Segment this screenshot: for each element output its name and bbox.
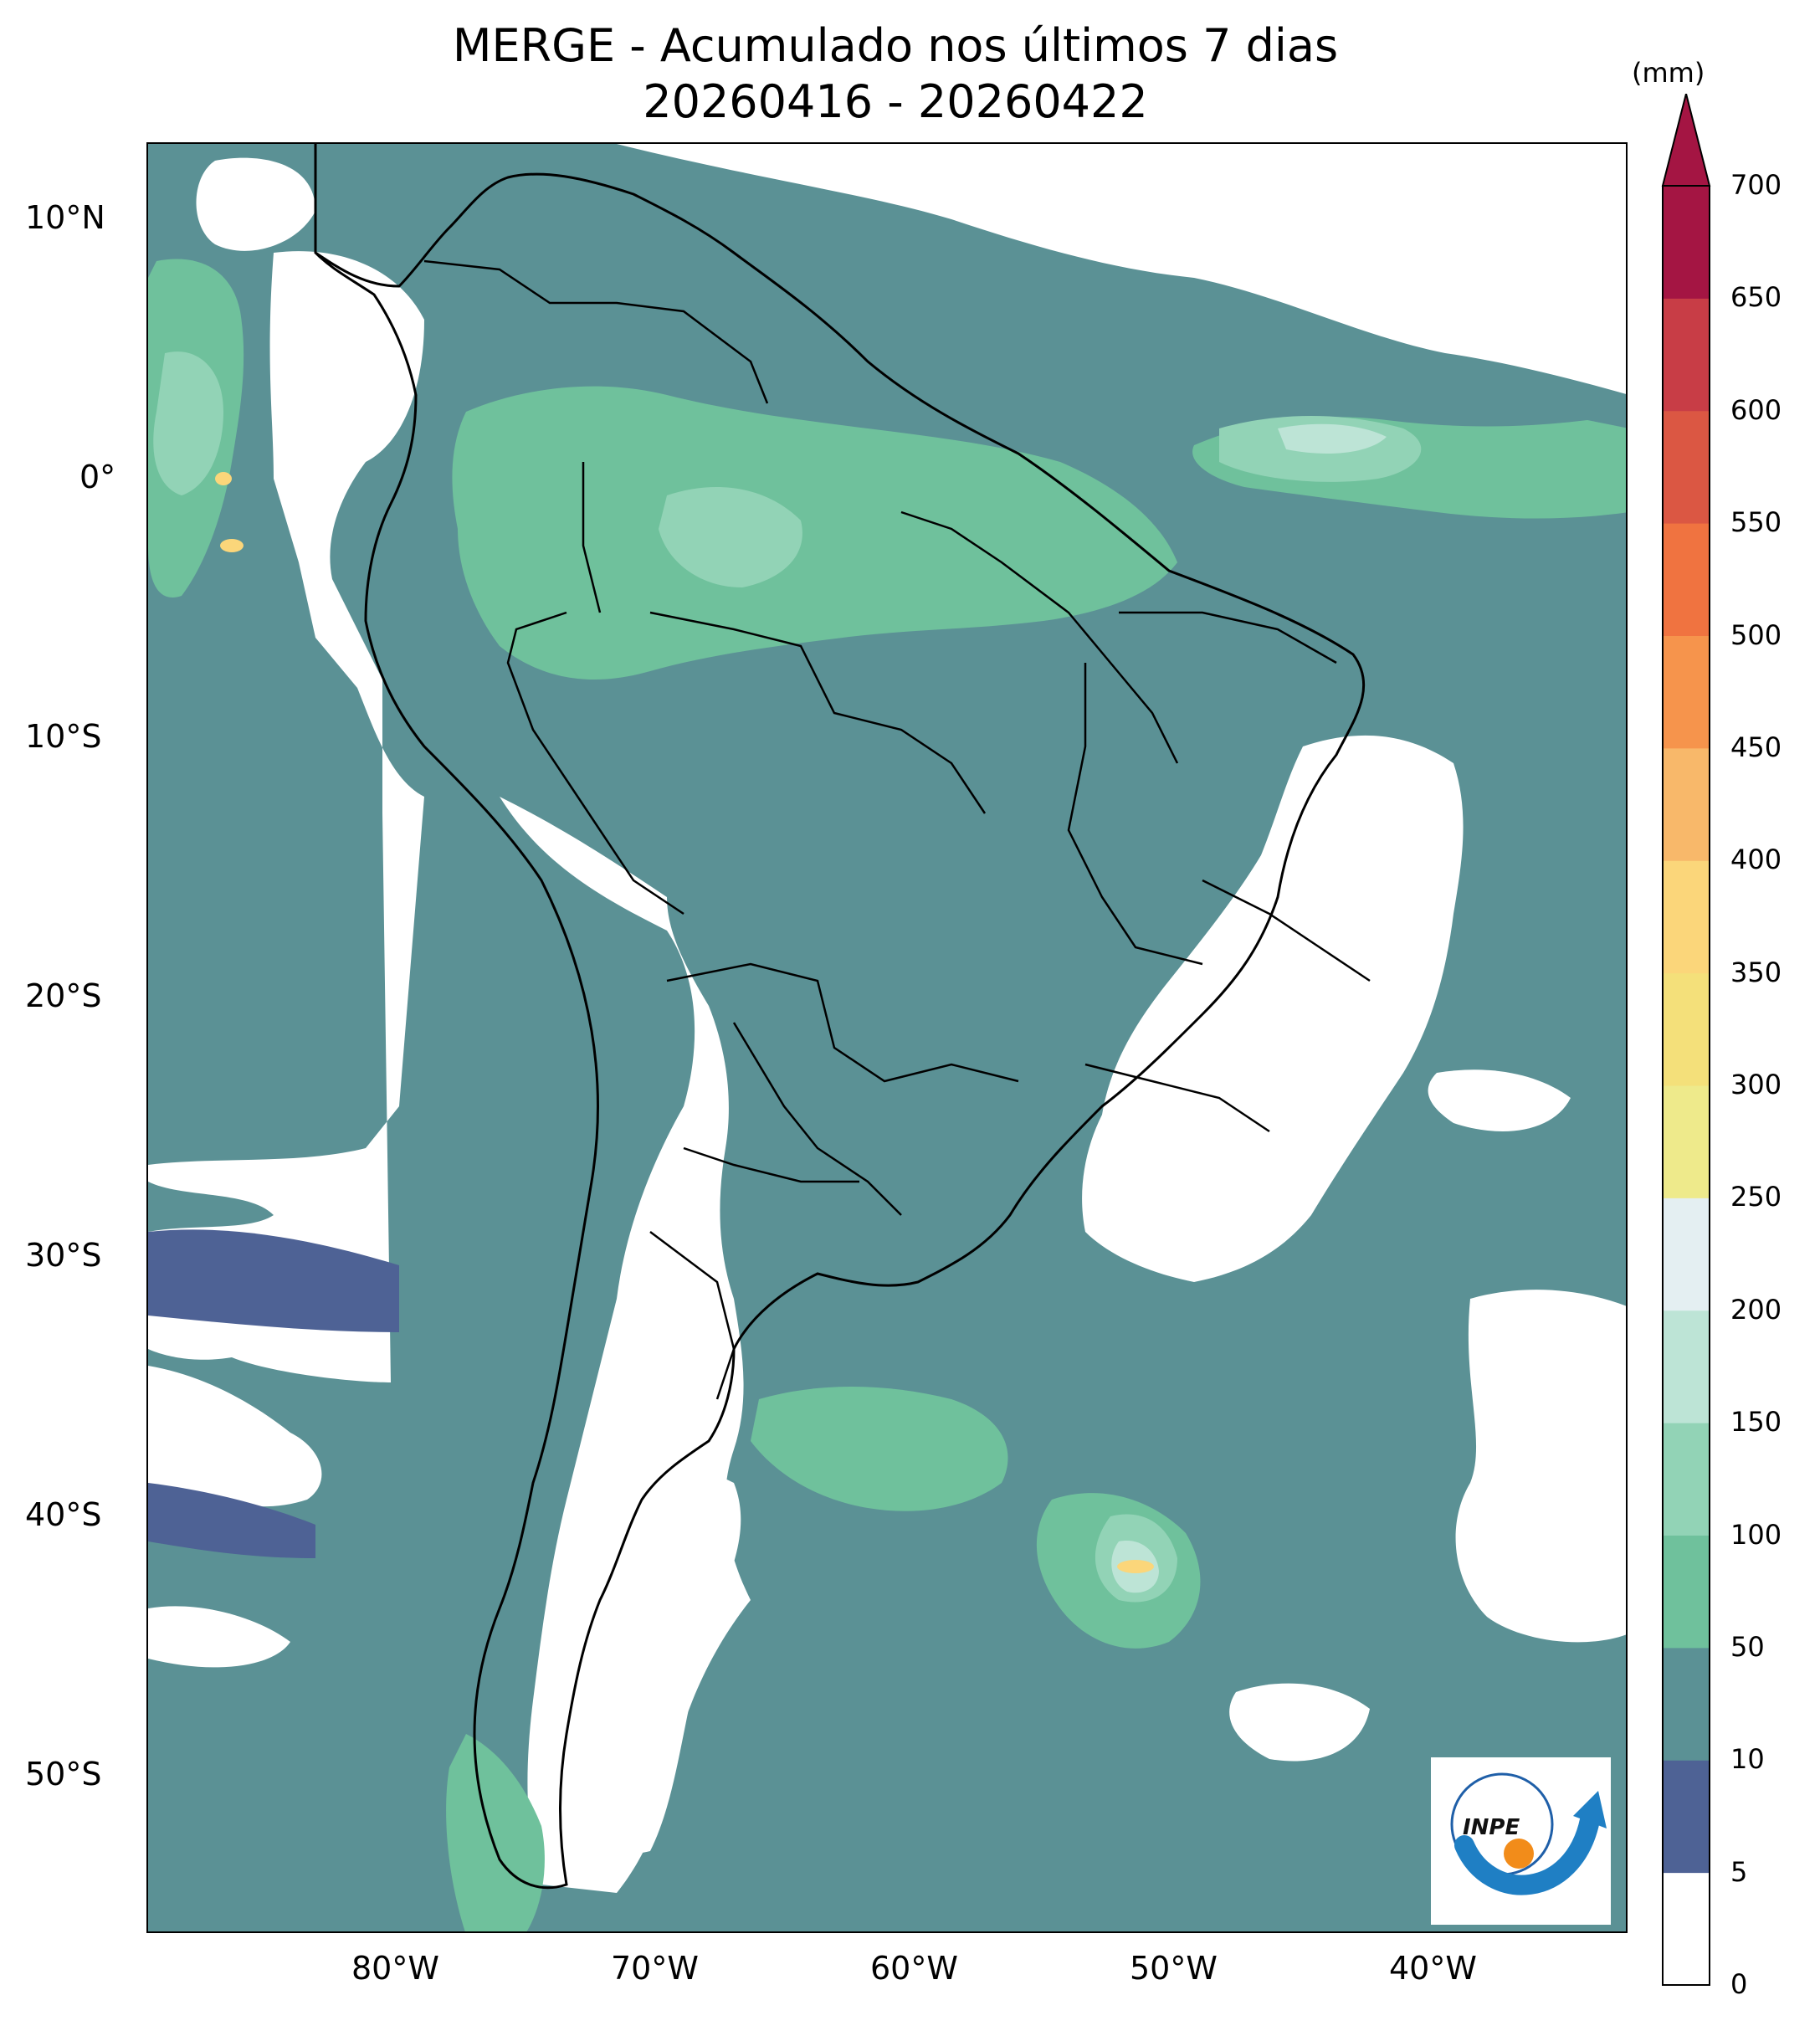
y-tick-20s: 20°S [25, 977, 102, 1014]
colorbar-tick-label: 550 [1730, 506, 1782, 539]
colorbar-unit: (mm) [1632, 57, 1705, 89]
colorbar-tick-label: 650 [1730, 281, 1782, 314]
pacific-dry-north [196, 157, 315, 251]
colorbar-band [1663, 1535, 1710, 1649]
map-title: MERGE - Acumulado nos últimos 7 dias [452, 19, 1339, 72]
inpe-logo-icon: INPE [1450, 1772, 1607, 1895]
colorbar-tick-label: 150 [1730, 1406, 1782, 1439]
y-tick-40s: 40°S [25, 1496, 102, 1533]
colorbar-band [1663, 972, 1710, 1086]
patagonia-pacific-moderate-precip [446, 1734, 545, 1931]
colorbar-tick-label: 350 [1730, 956, 1782, 988]
colorbar-tick-label: 600 [1730, 393, 1782, 426]
amazon-moderate-precip [452, 386, 1177, 680]
brazil-southeast-dry [1082, 735, 1464, 1282]
south-moderate-precip [751, 1387, 1008, 1511]
colorbar-band [1663, 298, 1710, 412]
colorbar-tick-label: 100 [1730, 1518, 1782, 1551]
pacific-extreme-precip [220, 539, 244, 552]
map-canvas [148, 144, 1626, 1931]
north-very-high-precip [1278, 423, 1387, 454]
precipitation-map [146, 142, 1628, 1933]
y-tick-10n: 10°N [25, 199, 105, 236]
colorbar-tick-label: 450 [1730, 731, 1782, 763]
pacific-extreme-precip-2 [215, 472, 232, 485]
inpe-logo-text: INPE [1463, 1815, 1520, 1840]
low-precip-band-south [148, 1229, 399, 1332]
map-date-range: 20260416 - 20260422 [643, 75, 1148, 128]
y-tick-30s: 30°S [25, 1237, 102, 1274]
colorbar-tick-label: 200 [1730, 1293, 1782, 1326]
low-precip-band-pacific [148, 1483, 315, 1558]
y-tick-0: 0° [79, 459, 116, 495]
colorbar-tick-label: 400 [1730, 844, 1782, 876]
colorbar-band [1663, 1647, 1710, 1761]
x-tick-60w: 60°W [870, 1950, 958, 1987]
colorbar-band [1663, 1198, 1710, 1311]
x-tick-70w: 70°W [611, 1950, 699, 1987]
colorbar-band [1663, 860, 1710, 974]
atlantic-extreme-precip [1117, 1560, 1154, 1573]
inpe-logo: INPE [1431, 1757, 1611, 1925]
south-america-coastline [314, 144, 1366, 1890]
pacific-dry-far-south [148, 1606, 290, 1668]
colorbar-band [1663, 186, 1710, 299]
colorbar [1661, 94, 1711, 1986]
amazon-high-precip [659, 487, 802, 587]
colorbar-tick-label: 700 [1730, 169, 1782, 201]
colorbar-tick-label: 500 [1730, 618, 1782, 651]
colorbar-band [1663, 410, 1710, 524]
x-tick-80w: 80°W [351, 1950, 439, 1987]
x-tick-40w: 40°W [1389, 1950, 1477, 1987]
colorbar-outline [1662, 185, 1710, 1986]
atlantic-dry-south [1455, 1290, 1626, 1643]
colorbar-tick-label: 250 [1730, 1181, 1782, 1213]
colorbar-tick-label: 50 [1730, 1630, 1765, 1663]
y-tick-10s: 10°S [25, 718, 102, 755]
x-tick-50w: 50°W [1130, 1950, 1218, 1987]
colorbar-band [1663, 747, 1710, 861]
colorbar-tick-label: 10 [1730, 1743, 1765, 1776]
colorbar-extend-arrow [1661, 94, 1711, 187]
pacific-high-precip [153, 351, 223, 495]
atlantic-dry-mid [1428, 1069, 1571, 1131]
pacific-dry-south [148, 1366, 322, 1507]
y-tick-50s: 50°S [25, 1756, 102, 1793]
colorbar-tick-label: 0 [1730, 1968, 1748, 2000]
colorbar-band [1663, 1760, 1710, 1874]
colorbar-band [1663, 1423, 1710, 1536]
colorbar-band [1663, 1310, 1710, 1423]
colorbar-band [1663, 1872, 1710, 1986]
colorbar-tick-label: 5 [1730, 1855, 1748, 1888]
atlantic-dry-north [617, 144, 1626, 394]
colorbar-band [1663, 523, 1710, 636]
colorbar-tick-label: 300 [1730, 1069, 1782, 1100]
patagonia-dry [560, 1454, 741, 1854]
country-borders [423, 259, 1371, 1400]
colorbar-band [1663, 1085, 1710, 1198]
colorbar-band [1663, 635, 1710, 749]
atlantic-dry-southern [1229, 1683, 1370, 1762]
